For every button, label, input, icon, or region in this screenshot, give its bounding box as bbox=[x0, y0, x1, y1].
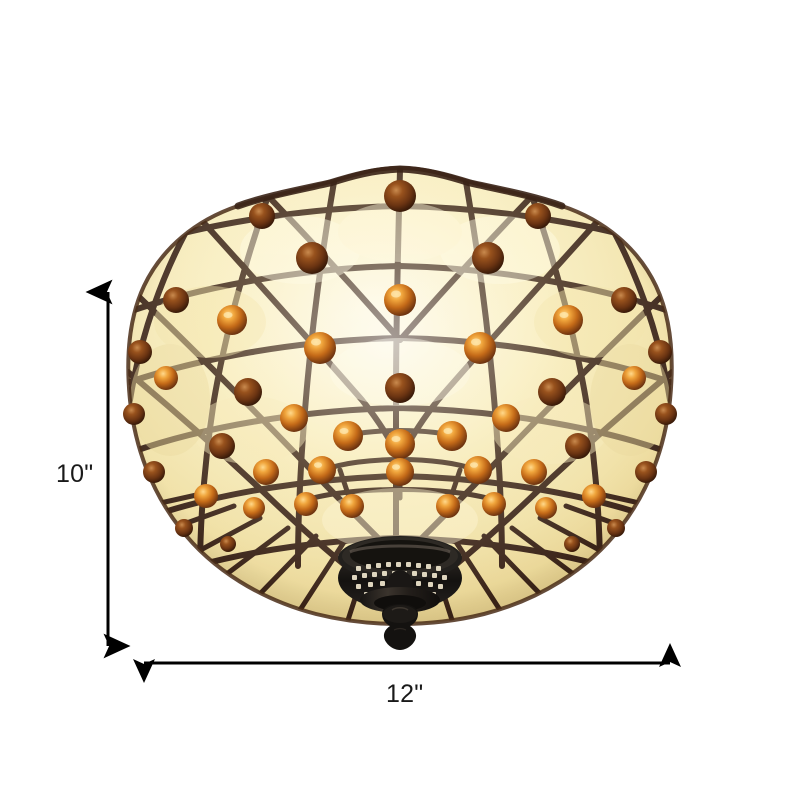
height-dimension-label: 10" bbox=[56, 460, 94, 488]
jewel-highlights bbox=[223, 290, 569, 470]
amber-jewels bbox=[123, 180, 677, 552]
drop-finial bbox=[382, 604, 418, 650]
width-dimension-label: 12" bbox=[386, 680, 424, 708]
top-scallop-edge bbox=[234, 165, 566, 210]
fitter-plate bbox=[338, 536, 462, 613]
